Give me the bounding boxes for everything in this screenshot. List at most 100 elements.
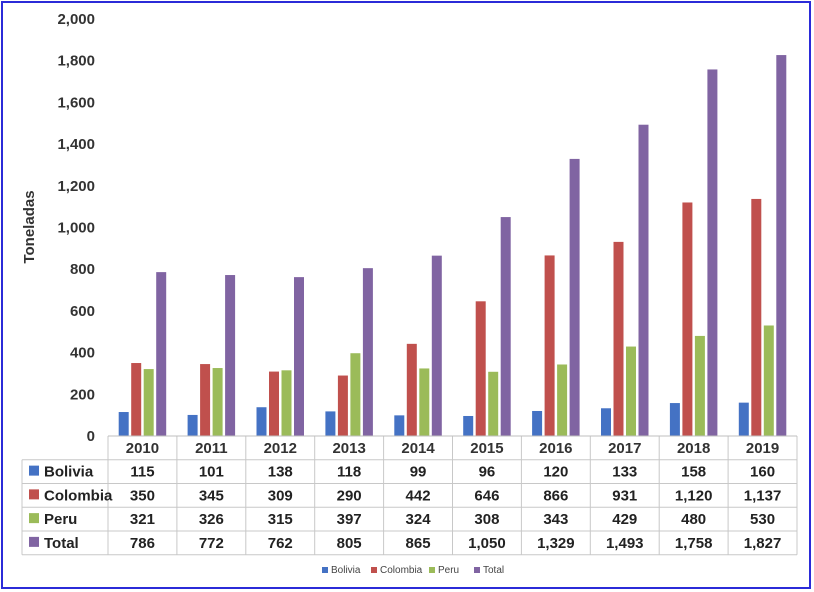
table-cell: 324 <box>406 511 432 528</box>
bar-colombia-2010 <box>131 363 142 436</box>
y-tick-label: 1,600 <box>57 94 95 111</box>
bar-colombia-2014 <box>406 343 417 436</box>
table-legend-key-colombia <box>29 489 39 500</box>
bar-colombia-2018 <box>682 202 693 436</box>
table-cell: 530 <box>750 511 775 528</box>
bar-bolivia-2011 <box>187 414 198 436</box>
y-tick-label: 1,000 <box>57 220 95 237</box>
table-cell: 397 <box>337 511 362 528</box>
bar-colombia-2015 <box>475 301 486 436</box>
x-tick-label: 2017 <box>608 440 641 457</box>
bar-total-2013 <box>362 268 373 436</box>
bar-bolivia-2015 <box>463 415 474 436</box>
table-cell: 115 <box>130 464 154 481</box>
y-tick-label: 1,800 <box>57 53 95 70</box>
bar-total-2017 <box>638 124 649 436</box>
y-tick-label: 2,000 <box>57 11 95 28</box>
x-tick-label: 2019 <box>746 440 779 457</box>
table-cell: 350 <box>130 487 155 504</box>
y-tick-label: 200 <box>70 386 95 403</box>
x-tick-label: 2016 <box>539 440 572 457</box>
table-cell: 309 <box>268 487 293 504</box>
table-cell: 96 <box>479 464 496 481</box>
bar-total-2019 <box>776 55 787 437</box>
y-tick-label: 400 <box>70 345 95 362</box>
legend-label: Peru <box>438 565 459 576</box>
table-cell: 805 <box>337 535 362 552</box>
table-cell: 1,120 <box>675 487 713 504</box>
legend-swatch-peru <box>429 567 435 573</box>
bar-peru-2016 <box>557 364 568 436</box>
bar-peru-2018 <box>694 335 705 436</box>
x-tick-label: 2018 <box>677 440 710 457</box>
bar-colombia-2017 <box>613 241 624 436</box>
bar-bolivia-2014 <box>394 415 405 436</box>
bar-bolivia-2017 <box>601 408 611 436</box>
table-cell: 133 <box>612 464 637 481</box>
table-cell: 308 <box>474 511 499 528</box>
y-tick-label: 800 <box>70 261 95 278</box>
bar-bolivia-2012 <box>256 407 267 436</box>
bar-peru-2015 <box>488 371 499 436</box>
bar-total-2010 <box>156 272 167 436</box>
y-tick-label: 1,400 <box>57 136 95 153</box>
table-cell: 442 <box>406 487 431 504</box>
bar-total-2011 <box>225 275 236 436</box>
table-cell: 1,329 <box>537 535 575 552</box>
bar-peru-2013 <box>350 353 361 436</box>
bar-total-2016 <box>569 158 580 436</box>
legend-label: Total <box>483 565 504 576</box>
bar-colombia-2011 <box>200 364 211 436</box>
y-axis-label: Toneladas <box>21 190 38 263</box>
legend-swatch-bolivia <box>322 567 328 573</box>
table-cell: 315 <box>268 511 293 528</box>
table-legend-key-total <box>29 536 39 547</box>
table-cell: 1,827 <box>744 535 782 552</box>
bar-bolivia-2013 <box>325 411 336 436</box>
table-cell: 1,050 <box>468 535 506 552</box>
table-cell: 865 <box>406 535 431 552</box>
legend-swatch-total <box>474 567 480 573</box>
legend-swatch-colombia <box>371 567 377 573</box>
bar-peru-2017 <box>626 346 636 436</box>
table-cell: 786 <box>130 535 155 552</box>
table-cell: 931 <box>612 487 637 504</box>
table-cell: 158 <box>681 464 706 481</box>
table-cell: 138 <box>268 464 293 481</box>
table-cell: 101 <box>199 464 224 481</box>
table-cell: 480 <box>681 511 706 528</box>
table-cell: 290 <box>337 487 362 504</box>
bar-peru-2010 <box>143 369 154 436</box>
bar-total-2018 <box>707 69 718 436</box>
table-cell: 99 <box>410 464 427 481</box>
table-cell: 429 <box>612 511 637 528</box>
bar-colombia-2019 <box>751 198 762 436</box>
table-cell: 762 <box>268 535 293 552</box>
bars <box>118 55 787 437</box>
y-tick-label: 0 <box>87 428 95 445</box>
data-table: 2010 2011 2012 2013 2014 2015 2016 2017 2018 2019… <box>21 435 798 556</box>
x-tick-label: 2013 <box>332 440 365 457</box>
y-tick-label: 600 <box>70 303 95 320</box>
table-legend-key-bolivia <box>29 465 39 476</box>
table-cell: 118 <box>337 464 361 481</box>
table-cell: 326 <box>199 511 224 528</box>
table-cell: 120 <box>543 464 568 481</box>
bar-peru-2012 <box>281 370 292 436</box>
bar-colombia-2013 <box>337 375 348 436</box>
bar-bolivia-2010 <box>118 412 129 436</box>
x-tick-label: 2010 <box>126 440 159 457</box>
table-cell: 343 <box>543 511 568 528</box>
table-row-label: Colombia <box>44 487 113 504</box>
bar-peru-2019 <box>763 325 774 436</box>
table-cell: 1,493 <box>606 535 644 552</box>
x-tick-label: 2011 <box>195 440 228 457</box>
bar-total-2012 <box>294 277 304 436</box>
x-tick-label: 2014 <box>401 440 435 457</box>
legend: Bolivia Colombia Peru Total <box>322 565 504 576</box>
bar-colombia-2012 <box>269 371 279 436</box>
table-cell: 345 <box>199 487 224 504</box>
bar-bolivia-2019 <box>738 402 749 436</box>
